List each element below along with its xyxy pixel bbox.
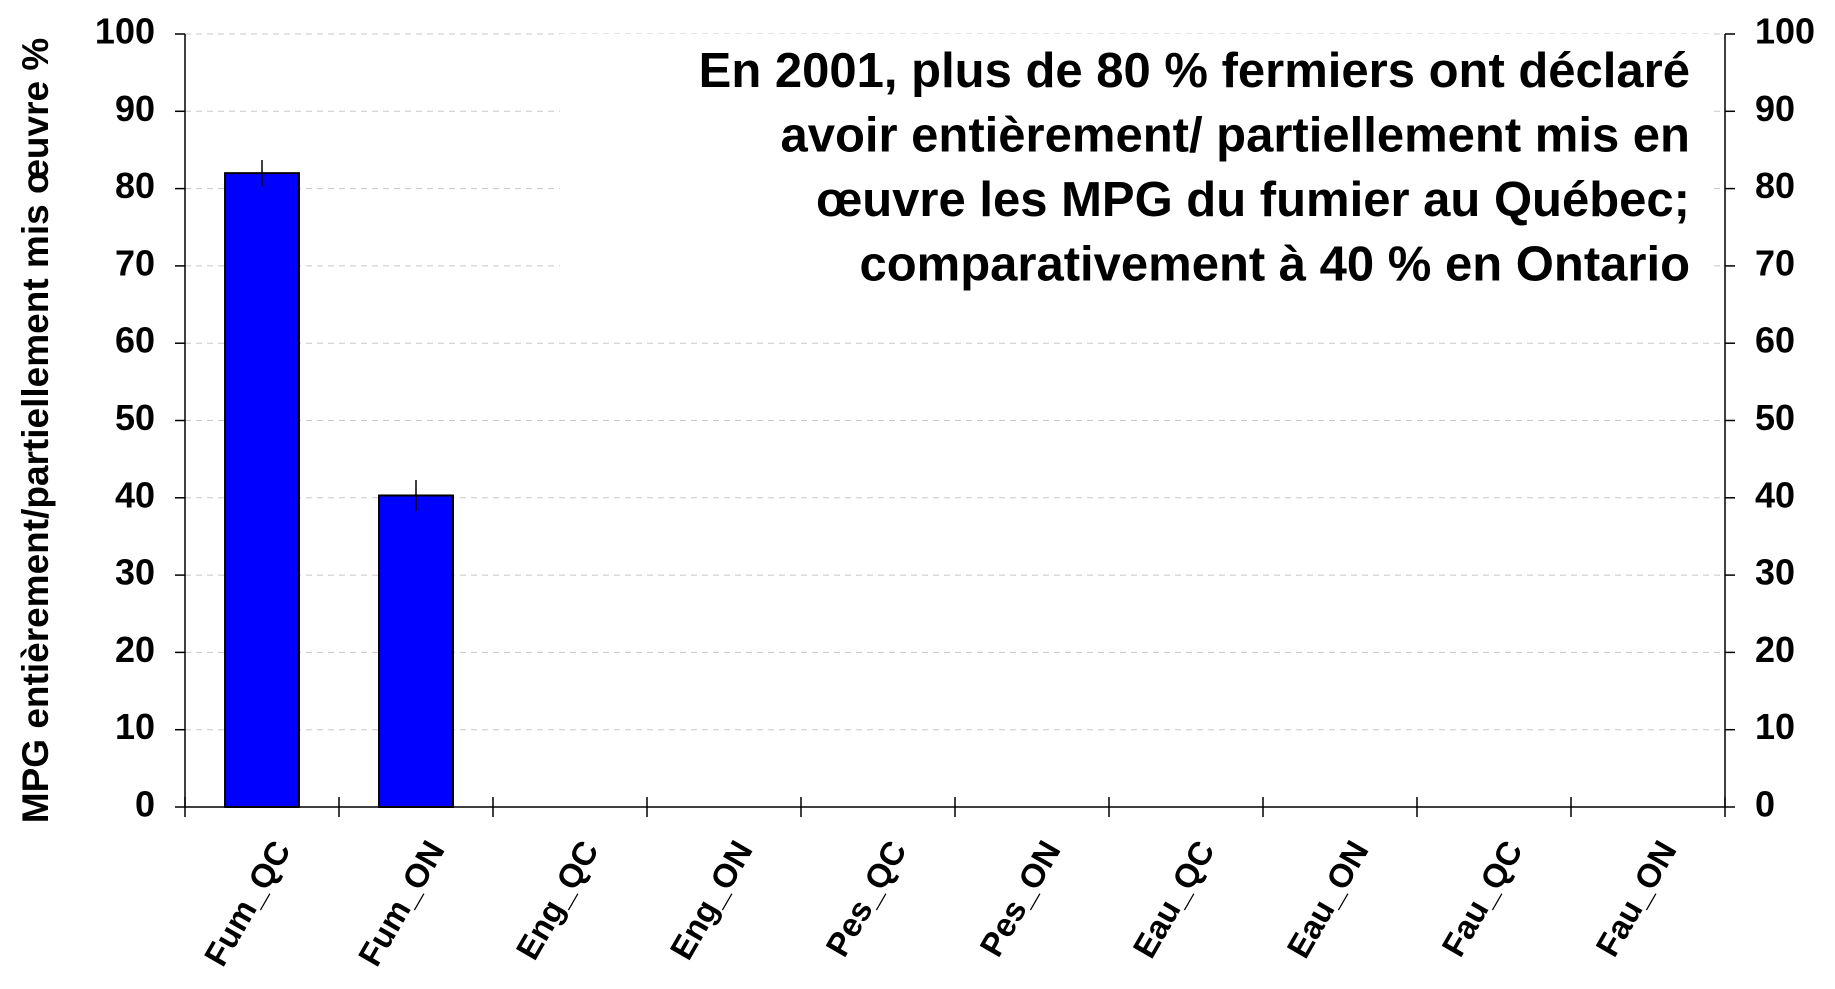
y2-tick-label: 70	[1755, 242, 1795, 283]
y-tick-label: 40	[115, 474, 155, 515]
annotation: comparativement à 40 % en Ontario	[859, 237, 1690, 291]
x-tick-label: Pes_ON	[972, 834, 1067, 962]
y2-tick-label: 0	[1755, 784, 1775, 825]
x-tick-label: Pes_QC	[818, 834, 913, 962]
x-tick-label: Fau_ON	[1588, 834, 1683, 962]
bar	[224, 172, 300, 808]
x-tick-label: Eng_ON	[662, 834, 759, 965]
y2-tick-label: 20	[1755, 629, 1795, 670]
bar	[378, 494, 454, 808]
y2-tick-label: 30	[1755, 552, 1795, 593]
x-tick-label: Eau_ON	[1279, 834, 1375, 964]
y2-tick-label: 60	[1755, 320, 1795, 361]
x-tick-label: Eng_QC	[508, 834, 605, 965]
y2-tick-label: 80	[1755, 165, 1795, 206]
y-tick-label: 10	[115, 706, 155, 747]
y2-tick-label: 50	[1755, 397, 1795, 438]
y-tick-label: 100	[95, 11, 155, 52]
x-tick-label: Eau_QC	[1125, 834, 1221, 964]
y2-tick-label: 90	[1755, 88, 1795, 129]
y-tick-label: 20	[115, 629, 155, 670]
y-tick-label: 90	[115, 88, 155, 129]
x-tick-label: Fum_ON	[351, 834, 452, 972]
annotation: En 2001, plus de 80 % fermiers ont décla…	[699, 44, 1690, 98]
x-tick-label: Fum_QC	[197, 834, 298, 972]
y2-tick-label: 40	[1755, 474, 1795, 515]
y2-tick-label: 100	[1755, 11, 1815, 52]
annotation: avoir entièrement/ partiellement mis en	[780, 108, 1690, 162]
y-tick-label: 50	[115, 397, 155, 438]
y2-tick-label: 10	[1755, 706, 1795, 747]
y-axis-label: MPG entièrement/partiellement mis œuvre …	[15, 38, 56, 823]
y-tick-label: 60	[115, 320, 155, 361]
annotation: œuvre les MPG du fumier au Québec;	[816, 173, 1690, 227]
y-tick-label: 80	[115, 165, 155, 206]
annotation-bg	[560, 34, 1710, 304]
x-tick-label: Fau_QC	[1434, 834, 1529, 962]
y-tick-label: 30	[115, 552, 155, 593]
y-tick-label: 70	[115, 242, 155, 283]
y-tick-label: 0	[135, 784, 155, 825]
